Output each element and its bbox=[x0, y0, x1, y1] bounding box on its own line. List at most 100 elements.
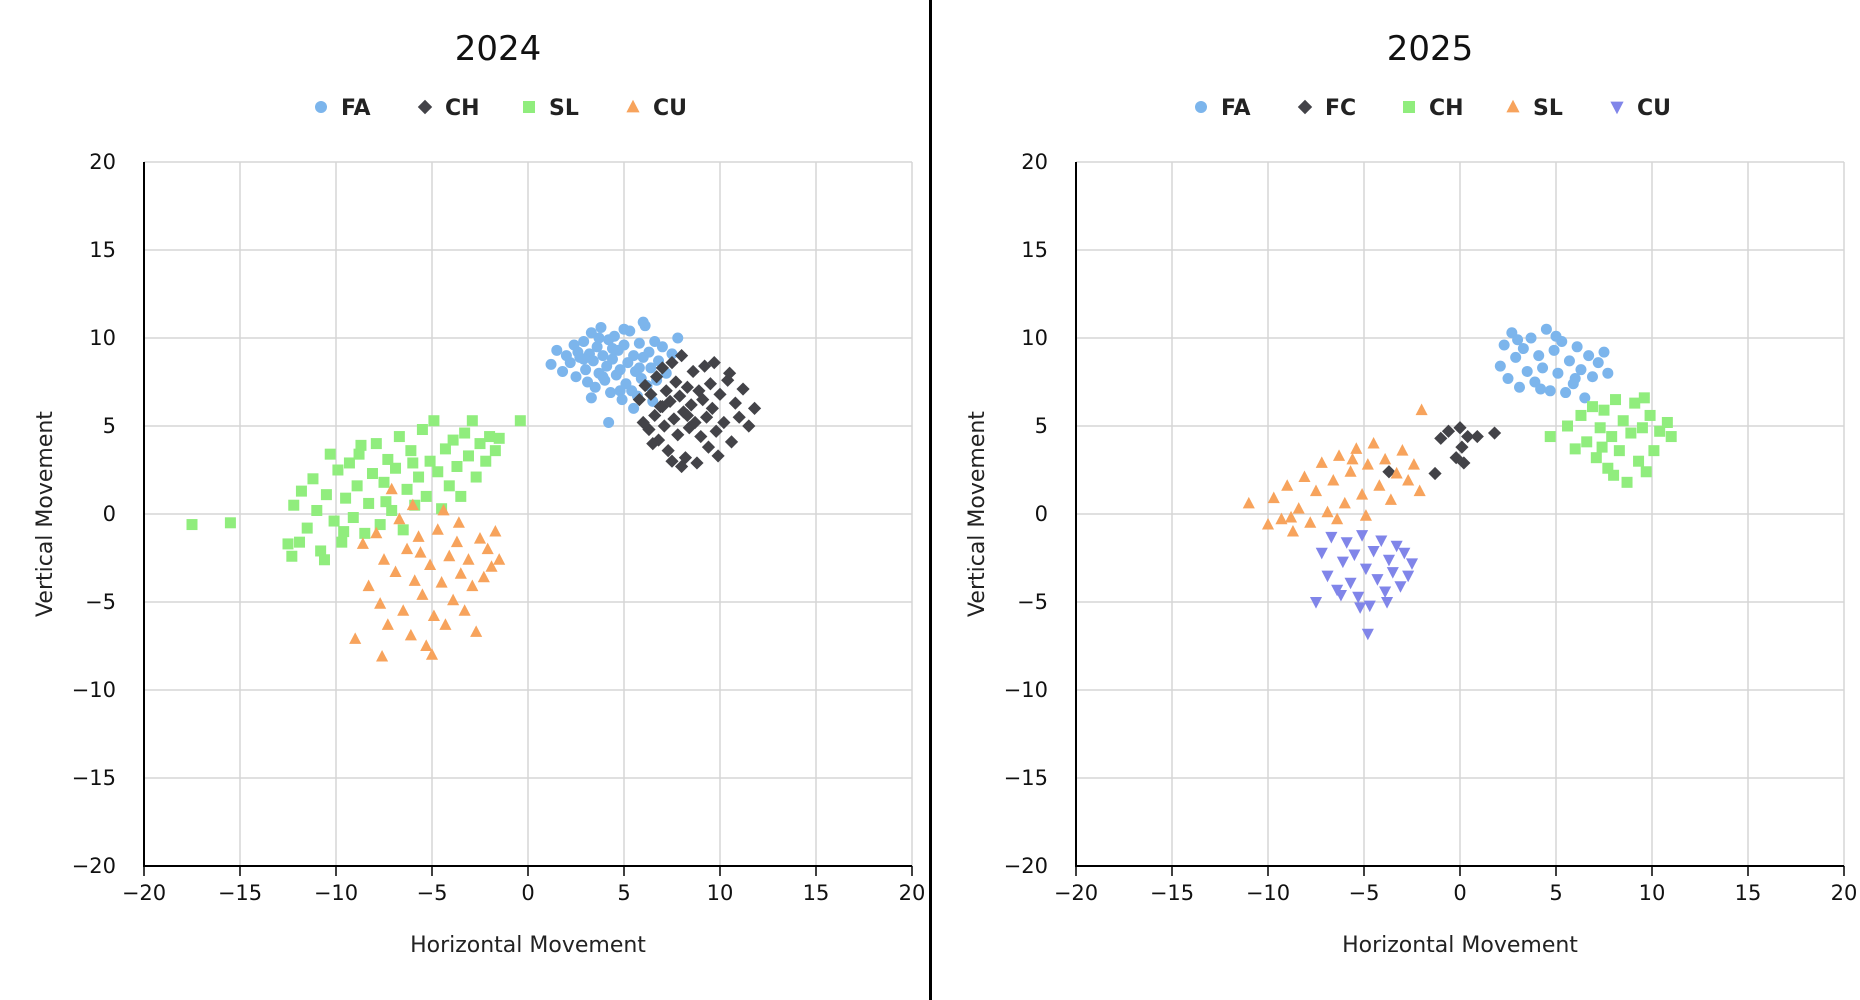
data-point bbox=[1373, 479, 1386, 491]
data-point bbox=[474, 438, 486, 450]
data-point bbox=[591, 341, 603, 353]
data-point bbox=[606, 343, 618, 355]
data-point bbox=[1461, 429, 1475, 444]
data-point bbox=[728, 396, 742, 410]
data-point bbox=[295, 485, 307, 497]
data-point bbox=[1521, 365, 1533, 377]
data-point bbox=[694, 429, 708, 444]
data-point bbox=[1371, 574, 1384, 586]
data-point bbox=[1583, 350, 1595, 362]
x-tick-label: −10 bbox=[314, 881, 358, 905]
data-point bbox=[1525, 332, 1537, 344]
data-point bbox=[1356, 488, 1369, 500]
data-point bbox=[359, 527, 371, 539]
legend-label-fc: FC bbox=[1325, 96, 1356, 121]
data-point bbox=[1661, 416, 1673, 428]
y-tick-label: −15 bbox=[1004, 766, 1048, 790]
legend-marker-cu bbox=[626, 99, 640, 113]
data-point bbox=[698, 359, 712, 373]
data-point bbox=[397, 524, 409, 536]
data-point bbox=[1382, 554, 1396, 567]
y-tick-label: −15 bbox=[72, 766, 116, 790]
data-point bbox=[443, 480, 455, 492]
data-point bbox=[633, 362, 645, 374]
data-point bbox=[286, 550, 298, 562]
data-point bbox=[703, 377, 717, 391]
y-tick-label: 0 bbox=[103, 502, 116, 526]
data-point bbox=[477, 570, 490, 583]
y-tick-label: 10 bbox=[89, 326, 116, 350]
data-point bbox=[667, 412, 681, 426]
legend-marker-sl bbox=[1506, 99, 1520, 113]
data-point bbox=[645, 362, 657, 374]
data-point bbox=[450, 535, 464, 548]
scatter-chart-2024: 2024 FA CH SL CU −20 −15 −10 −5 0 5 10 15 20 −20 −15 −10… bbox=[33, 29, 925, 958]
data-point bbox=[1367, 437, 1380, 449]
data-point bbox=[1540, 323, 1552, 335]
data-point bbox=[424, 455, 436, 467]
data-point bbox=[680, 408, 694, 423]
data-point bbox=[1315, 456, 1328, 468]
legend-item-cu: CU bbox=[626, 96, 687, 121]
data-point bbox=[1470, 429, 1484, 444]
data-point bbox=[580, 364, 592, 376]
plot-area bbox=[186, 316, 762, 662]
data-point bbox=[1648, 445, 1660, 457]
series-cu bbox=[1309, 530, 1419, 641]
data-point bbox=[1563, 355, 1575, 367]
data-point bbox=[1494, 360, 1506, 372]
legend-label-cu: CU bbox=[1637, 96, 1671, 121]
data-point bbox=[618, 339, 630, 351]
data-point bbox=[340, 492, 352, 504]
data-point bbox=[324, 448, 336, 460]
data-point bbox=[1298, 470, 1311, 482]
data-point bbox=[439, 618, 452, 630]
data-point bbox=[420, 639, 433, 651]
x-tick-label: 20 bbox=[1831, 881, 1858, 905]
data-point bbox=[443, 549, 456, 562]
data-point bbox=[1453, 421, 1467, 435]
legend-marker-fa bbox=[1195, 101, 1207, 113]
x-tick-label: −5 bbox=[417, 881, 448, 905]
legend-label-fa: FA bbox=[1221, 96, 1251, 121]
data-point bbox=[1560, 387, 1572, 399]
data-point bbox=[353, 448, 365, 460]
data-point bbox=[435, 576, 448, 588]
data-point bbox=[1606, 431, 1618, 443]
data-point bbox=[642, 422, 656, 437]
grid bbox=[144, 161, 913, 866]
data-point bbox=[416, 424, 428, 436]
data-point bbox=[1581, 436, 1593, 448]
data-point bbox=[1514, 381, 1526, 393]
y-axis-title: Vertical Movement bbox=[965, 411, 990, 617]
y-tick-label: 15 bbox=[1021, 238, 1048, 262]
data-point bbox=[315, 545, 327, 557]
legend-marker-fc bbox=[1297, 99, 1313, 115]
data-point bbox=[682, 421, 696, 435]
data-point bbox=[732, 410, 746, 424]
legend-label-sl: SL bbox=[1533, 96, 1563, 121]
data-point bbox=[605, 387, 617, 399]
legend-marker-sl bbox=[523, 101, 535, 113]
data-point bbox=[1407, 458, 1420, 470]
legend-item-ch: CH bbox=[417, 96, 480, 121]
data-point bbox=[351, 480, 363, 492]
data-point bbox=[370, 526, 383, 539]
data-point bbox=[1367, 546, 1380, 558]
data-point bbox=[338, 526, 350, 538]
y-tick-label: −10 bbox=[72, 678, 116, 702]
data-point bbox=[603, 416, 615, 428]
data-point bbox=[656, 341, 668, 353]
data-point bbox=[1502, 372, 1514, 384]
data-point bbox=[397, 604, 410, 616]
data-point bbox=[382, 453, 394, 465]
data-point bbox=[632, 393, 646, 407]
data-point bbox=[618, 323, 630, 335]
y-tick-label: 0 bbox=[1035, 502, 1048, 526]
data-point bbox=[1334, 590, 1348, 602]
data-point bbox=[589, 381, 601, 393]
legend-marker-fa bbox=[315, 101, 327, 113]
series-fa bbox=[545, 316, 684, 428]
data-point bbox=[1402, 473, 1415, 486]
data-point bbox=[1275, 512, 1288, 525]
